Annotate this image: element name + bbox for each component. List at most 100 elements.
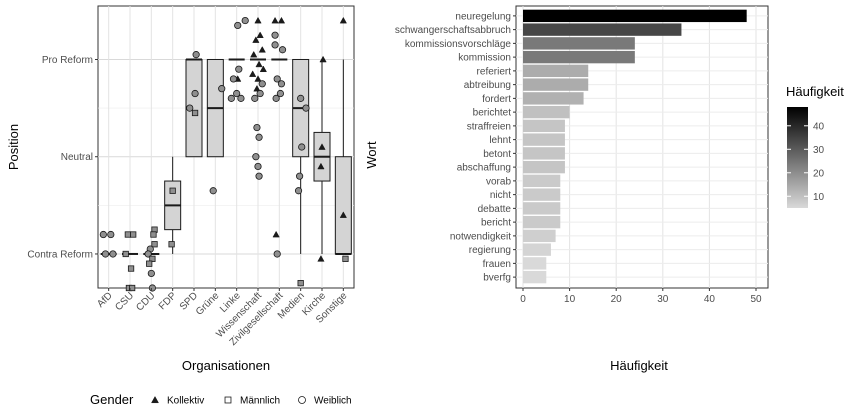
y-tick-label: bverfg	[483, 273, 511, 284]
point-CDU	[150, 231, 157, 238]
bar-chart-x-axis-title: Häufigkeit	[610, 358, 668, 373]
point-Zivilgesellschaft	[272, 230, 280, 238]
point-Kirche	[317, 255, 325, 262]
bar-lehnt	[523, 133, 565, 146]
colorbar-tick-label: 10	[813, 192, 825, 203]
legend-label: Männlich	[240, 396, 280, 407]
point-Wissenschaft	[254, 162, 262, 171]
y-tick-label: notwendigkeit	[450, 231, 511, 242]
box-plot-points	[99, 16, 349, 292]
bar-chart-y-ticks: neuregelung schwangerschaftsabbruch kommis…	[395, 11, 516, 284]
point-FDP	[169, 187, 176, 194]
y-tick-label: fordert	[482, 94, 511, 105]
x-tick-label: 50	[750, 294, 762, 305]
x-tick-label: 40	[704, 294, 716, 305]
y-tick-label: straffreien	[467, 121, 511, 132]
point-Medien	[297, 280, 304, 287]
point-Wissenschaft	[254, 16, 262, 24]
legend-key-square-icon	[224, 396, 232, 404]
point-Sonstige	[342, 255, 349, 262]
bar-kommission	[523, 50, 635, 64]
box-iqr	[334, 156, 352, 255]
point-Linke	[233, 89, 241, 98]
point-CSU	[122, 250, 129, 258]
x-tick-label: FDP	[157, 290, 179, 312]
box-plot-x-axis-title: Organisationen	[182, 358, 270, 373]
y-tick-label: nicht	[490, 190, 511, 201]
bar-betont	[523, 147, 565, 160]
point-CDU	[146, 260, 153, 267]
bar-chart-x-ticks: 0 10 20 30 40 50	[520, 288, 762, 305]
point-Wissenschaft	[250, 50, 258, 58]
y-tick-label: Pro Reform	[42, 55, 93, 66]
colorbar-legend-title: Häufigkeit	[786, 84, 844, 99]
bar-nicht	[523, 188, 561, 201]
legend-item-männlich: Männlich	[224, 396, 280, 407]
point-Medien	[302, 104, 310, 112]
point-Sonstige	[339, 16, 347, 24]
bar-bverfg	[523, 270, 547, 284]
x-tick-label: Grüne	[194, 290, 222, 318]
y-tick-label: frauen	[483, 259, 511, 270]
point-AfD	[109, 250, 117, 258]
y-tick-label: schwangerschaftsabbruch	[395, 25, 511, 36]
point-Wissenschaft	[259, 65, 267, 73]
point-Medien	[294, 187, 303, 195]
gender-legend-title: Gender	[90, 392, 134, 407]
point-SPD	[186, 104, 194, 112]
point-Wissenschaft	[255, 133, 263, 141]
y-tick-label: abtreibung	[464, 80, 511, 91]
y-tick-label: regierung	[469, 245, 511, 256]
x-tick-label: AfD	[95, 290, 115, 310]
box-Sonstige	[334, 59, 352, 255]
point-Zivilgesellschaft	[271, 41, 279, 49]
point-Linke	[234, 21, 242, 30]
bar-kommissionsvorschläge	[523, 37, 635, 50]
colorbar	[787, 107, 808, 208]
y-tick-label: betont	[483, 149, 511, 160]
point-Kirche	[318, 143, 326, 150]
colorbar-tick-label: 30	[813, 145, 825, 156]
legend-label: Kollektiv	[167, 396, 204, 407]
point-Wissenschaft	[255, 172, 263, 180]
bar-neuregelung	[523, 9, 747, 23]
point-Medien	[298, 143, 306, 151]
point-Wissenschaft	[253, 123, 261, 132]
y-tick-label: vorab	[486, 176, 511, 187]
point-Linke	[227, 94, 235, 102]
point-Zivilgesellschaft	[278, 46, 287, 54]
point-CDU	[144, 250, 152, 258]
point-Linke	[241, 16, 249, 25]
bar-regierung	[523, 243, 551, 256]
colorbar-tick-label: 40	[813, 121, 825, 132]
y-tick-label: kommissionsvorschläge	[405, 39, 512, 50]
bar-straffreien	[523, 119, 565, 133]
bar-referiert	[523, 64, 589, 78]
bar-fordert	[523, 92, 584, 105]
point-SPD	[191, 109, 199, 117]
x-tick-label: 20	[611, 294, 623, 305]
point-Zivilgesellschaft	[273, 75, 281, 83]
point-Wissenschaft	[255, 60, 263, 68]
bar-schwangerschaftsabbruch	[523, 23, 682, 36]
point-Zivilgesellschaft	[271, 16, 279, 24]
point-AfD	[107, 230, 115, 239]
point-Zivilgesellschaft	[277, 16, 286, 24]
x-tick-label: CDU	[134, 290, 157, 313]
point-Wissenschaft	[258, 80, 266, 88]
legend-label: Weiblich	[314, 396, 352, 407]
point-CDU	[147, 269, 155, 278]
point-CSU	[130, 231, 137, 238]
legend-item-weiblich: Weiblich	[298, 396, 352, 407]
point-Linke	[237, 94, 245, 102]
point-Sonstige	[339, 211, 347, 218]
x-tick-label: 30	[657, 294, 669, 305]
point-Grüne	[218, 85, 226, 93]
bar-notwendigkeit	[523, 229, 556, 243]
point-Wissenschaft	[253, 84, 261, 92]
point-Wissenschaft	[252, 36, 260, 43]
y-tick-label: lehnt	[489, 135, 511, 146]
box-FDP	[164, 156, 182, 254]
